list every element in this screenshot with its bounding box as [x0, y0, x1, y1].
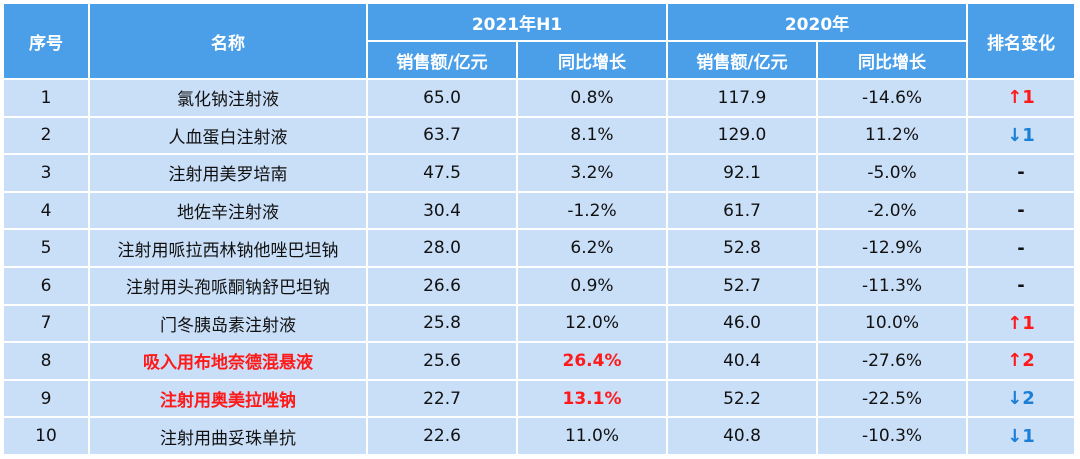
cell-drug-name: 注射用头孢哌酮钠舒巴坦钠: [90, 267, 368, 306]
header-growth-2020: 同比增长: [818, 42, 969, 80]
cell-rank-change: -: [968, 155, 1077, 193]
cell-drug-name: 注射用曲妥珠单抗: [90, 418, 368, 456]
cell-drug-name: 注射用奥美拉唑钠: [90, 380, 368, 419]
cell-growth-2020: 10.0%: [818, 305, 969, 344]
cell-sales-2020: 40.4: [668, 343, 818, 381]
cell-sales-2020: 46.0: [668, 305, 818, 344]
cell-sales-2020: 92.1: [668, 155, 818, 193]
cell-sales-2021h1: 25.8: [368, 305, 518, 344]
cell-growth-2021h1: 8.1%: [518, 117, 668, 156]
cell-growth-2021h1: -1.2%: [518, 192, 668, 231]
cell-sales-2020: 61.7: [668, 192, 818, 231]
cell-growth-2021h1: 11.0%: [518, 418, 668, 456]
table-row: 7 门冬胰岛素注射液 25.8 12.0% 46.0 10.0% ↑1: [4, 305, 1077, 344]
cell-drug-name: 地佐辛注射液: [90, 192, 368, 231]
cell-sales-2021h1: 22.7: [368, 380, 518, 419]
table-row: 4 地佐辛注射液 30.4 -1.2% 61.7 -2.0% -: [4, 192, 1077, 231]
cell-drug-name: 注射用哌拉西林钠他唑巴坦钠: [90, 230, 368, 268]
table-row: 1 氯化钠注射液 65.0 0.8% 117.9 -14.6% ↑1: [4, 80, 1077, 118]
cell-drug-name: 注射用美罗培南: [90, 155, 368, 193]
cell-sales-2021h1: 30.4: [368, 192, 518, 231]
cell-growth-2020: -2.0%: [818, 192, 969, 231]
cell-rank-change: ↑1: [968, 80, 1077, 118]
header-row-sub: 销售额/亿元 同比增长 销售额/亿元 同比增长: [4, 42, 1076, 80]
cell-growth-2021h1: 3.2%: [518, 155, 668, 193]
header-period-2021h1: 2021年H1: [368, 4, 668, 42]
cell-sales-2021h1: 22.6: [368, 418, 518, 456]
cell-drug-name: 氯化钠注射液: [90, 80, 368, 118]
cell-sales-2021h1: 63.7: [368, 117, 518, 156]
header-name: 名称: [90, 4, 368, 80]
cell-index: 2: [4, 117, 90, 156]
cell-rank-change: ↓1: [968, 418, 1077, 456]
cell-sales-2020: 117.9: [668, 80, 818, 118]
cell-sales-2020: 52.8: [668, 230, 818, 268]
header-period-2020: 2020年: [668, 4, 969, 42]
cell-index: 1: [4, 80, 90, 118]
cell-growth-2021h1: 0.8%: [518, 80, 668, 118]
cell-growth-2020: -5.0%: [818, 155, 969, 193]
cell-growth-2021h1: 6.2%: [518, 230, 668, 268]
table-row: 6 注射用头孢哌酮钠舒巴坦钠 26.6 0.9% 52.7 -11.3% -: [4, 267, 1077, 306]
cell-index: 7: [4, 305, 90, 344]
cell-sales-2020: 40.8: [668, 418, 818, 456]
header-sales-2020: 销售额/亿元: [668, 42, 818, 80]
cell-growth-2020: -11.3%: [818, 267, 969, 306]
cell-drug-name: 门冬胰岛素注射液: [90, 305, 368, 344]
cell-growth-2020: 11.2%: [818, 117, 969, 156]
cell-sales-2020: 52.7: [668, 267, 818, 306]
cell-sales-2021h1: 28.0: [368, 230, 518, 268]
cell-growth-2020: -27.6%: [818, 343, 969, 381]
cell-sales-2021h1: 47.5: [368, 155, 518, 193]
cell-index: 3: [4, 155, 90, 193]
cell-index: 9: [4, 380, 90, 419]
cell-growth-2020: -22.5%: [818, 380, 969, 419]
cell-rank-change: ↑2: [968, 343, 1077, 381]
cell-rank-change: -: [968, 192, 1077, 231]
cell-rank-change: ↑1: [968, 305, 1077, 344]
table-row: 8 吸入用布地奈德混悬液 25.6 26.4% 40.4 -27.6% ↑2: [4, 343, 1077, 381]
cell-growth-2021h1: 12.0%: [518, 305, 668, 344]
header-growth-2021h1: 同比增长: [518, 42, 668, 80]
cell-growth-2021h1: 0.9%: [518, 267, 668, 306]
cell-index: 6: [4, 267, 90, 306]
cell-rank-change: ↓2: [968, 380, 1077, 419]
cell-growth-2020: -12.9%: [818, 230, 969, 268]
cell-rank-change: ↓1: [968, 117, 1077, 156]
header-sales-2021h1: 销售额/亿元: [368, 42, 518, 80]
cell-growth-2020: -10.3%: [818, 418, 969, 456]
table-row: 10 注射用曲妥珠单抗 22.6 11.0% 40.8 -10.3% ↓1: [4, 418, 1077, 456]
table-body: 1 氯化钠注射液 65.0 0.8% 117.9 -14.6% ↑1 2 人血蛋白注射液 63.7…: [4, 80, 1077, 456]
header-row-top: 序号 名称 2021年H1 2020年 排名变化: [4, 4, 1077, 80]
cell-drug-name: 人血蛋白注射液: [90, 117, 368, 156]
cell-sales-2021h1: 65.0: [368, 80, 518, 118]
table-row: 9 注射用奥美拉唑钠 22.7 13.1% 52.2 -22.5% ↓2: [4, 380, 1077, 419]
cell-sales-2020: 129.0: [668, 117, 818, 156]
cell-sales-2020: 52.2: [668, 380, 818, 419]
cell-index: 4: [4, 192, 90, 231]
cell-index: 5: [4, 230, 90, 268]
cell-rank-change: -: [968, 230, 1077, 268]
drug-sales-ranking-table: 序号 名称 2021年H1 2020年 排名变化 销售额/亿元 同比增长 销售额…: [4, 4, 1077, 456]
cell-growth-2021h1: 13.1%: [518, 380, 668, 419]
table-row: 2 人血蛋白注射液 63.7 8.1% 129.0 11.2% ↓1: [4, 117, 1077, 156]
cell-sales-2021h1: 25.6: [368, 343, 518, 381]
cell-growth-2020: -14.6%: [818, 80, 969, 118]
cell-index: 8: [4, 343, 90, 381]
cell-growth-2021h1: 26.4%: [518, 343, 668, 381]
cell-rank-change: -: [968, 267, 1077, 306]
table-row: 5 注射用哌拉西林钠他唑巴坦钠 28.0 6.2% 52.8 -12.9% -: [4, 230, 1077, 268]
cell-drug-name: 吸入用布地奈德混悬液: [90, 343, 368, 381]
cell-sales-2021h1: 26.6: [368, 267, 518, 306]
cell-index: 10: [4, 418, 90, 456]
header-index: 序号: [4, 4, 90, 80]
header-rank-change: 排名变化: [968, 4, 1077, 80]
table-row: 3 注射用美罗培南 47.5 3.2% 92.1 -5.0% -: [4, 155, 1077, 193]
